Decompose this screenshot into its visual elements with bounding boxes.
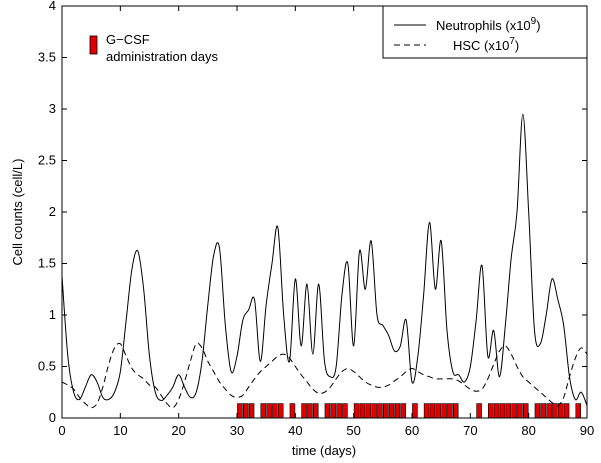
gcsf-bar [400, 403, 406, 419]
legend-label-hsc: HSC (x107) [453, 36, 519, 53]
gcsf-bar [435, 403, 441, 419]
legend-hsc-text: HSC (x10 [453, 38, 509, 53]
axis-ticks: 0 10 20 30 40 50 60 70 80 90 0 0.5 1 1.5 2 2.5 3 3.5 4 [38, 0, 594, 438]
gcsf-bar [377, 403, 383, 419]
gcsf-bar [557, 403, 564, 419]
gcsf-bar [546, 403, 552, 419]
gcsf-bar [563, 403, 570, 419]
y-tick-label: 4 [49, 0, 56, 13]
x-tick-label: 60 [405, 423, 419, 438]
annotation-line-1: G−CSF [106, 32, 150, 47]
x-axis-label: time (days) [292, 443, 356, 458]
gcsf-bar [534, 403, 541, 419]
legend-box [382, 5, 588, 59]
gcsf-bar [429, 403, 436, 419]
gcsf-bar [505, 403, 511, 419]
y-tick-label: 3.5 [38, 50, 56, 65]
legend-neutrophils-after: ) [536, 18, 540, 33]
gcsf-bar [324, 403, 331, 419]
gcsf-bar [447, 403, 453, 419]
gcsf-bar [423, 403, 430, 419]
y-tick-label: 1.5 [38, 256, 56, 271]
gcsf-bar [277, 403, 284, 419]
x-tick-label: 20 [171, 423, 185, 438]
legend-neutrophils-text: Neutrophils (x10 [436, 18, 531, 33]
gcsf-bar [336, 403, 342, 419]
x-tick-label: 30 [230, 423, 244, 438]
gcsf-bar [575, 403, 581, 419]
legend: Neutrophils (x109) HSC (x107) [382, 5, 588, 59]
gcsf-bar [272, 403, 278, 419]
y-axis-label: Cell counts (cell/L) [10, 159, 25, 266]
legend-neutrophils-sup: 9 [531, 16, 537, 27]
gcsf-bar [493, 403, 500, 419]
gcsf-bars [237, 403, 581, 419]
gcsf-bar [487, 403, 494, 419]
gcsf-bar [552, 403, 558, 419]
gcsf-bar [243, 403, 249, 419]
y-tick-label: 2.5 [38, 153, 56, 168]
gcsf-bar [476, 403, 482, 419]
gcsf-bar [260, 403, 266, 419]
gcsf-bar [452, 403, 459, 419]
series-line-neutrophils [61, 113, 588, 406]
gcsf-bar [394, 403, 401, 419]
x-tick-label: 50 [346, 423, 360, 438]
gcsf-bar [237, 403, 243, 419]
gcsf-bar [248, 403, 255, 419]
gcsf-bar [330, 403, 336, 419]
gcsf-bar [382, 403, 389, 419]
series-lines [61, 113, 588, 409]
y-tick-label: 0.5 [38, 359, 56, 374]
gcsf-bar [522, 403, 529, 419]
x-tick-label: 70 [463, 423, 477, 438]
x-tick-label: 90 [580, 423, 594, 438]
y-tick-label: 2 [49, 204, 56, 219]
x-tick-label: 80 [521, 423, 535, 438]
gcsf-marker [89, 35, 98, 55]
y-tick-label: 1 [49, 307, 56, 322]
legend-hsc-after: ) [515, 38, 519, 53]
y-tick-label: 0 [49, 410, 56, 425]
gcsf-bar [359, 403, 366, 419]
gcsf-bar [499, 403, 506, 419]
gcsf-bar [353, 403, 360, 419]
annotation-line-2: administration days [106, 49, 218, 64]
gcsf-bar [371, 403, 377, 419]
gcsf-bar [365, 403, 371, 419]
gcsf-bar [307, 403, 313, 419]
x-tick-label: 10 [113, 423, 127, 438]
gcsf-bar [441, 403, 447, 419]
gcsf-bar [412, 403, 418, 419]
gcsf-bar [289, 403, 296, 419]
series-line-hsc [61, 342, 588, 409]
x-tick-label: 40 [288, 423, 302, 438]
gcsf-bar [517, 403, 523, 419]
gcsf-bar [388, 403, 395, 419]
gcsf-bar [301, 403, 307, 419]
gcsf-bar [312, 403, 319, 419]
gcsf-bar [540, 403, 546, 419]
legend-hsc-sup: 7 [509, 36, 515, 47]
legend-label-neutrophils: Neutrophils (x109) [436, 16, 541, 33]
gcsf-bar [342, 403, 348, 419]
gcsf-bar [511, 403, 517, 419]
y-tick-label: 3 [49, 101, 56, 116]
gcsf-bar [266, 403, 272, 419]
x-tick-label: 0 [58, 423, 65, 438]
